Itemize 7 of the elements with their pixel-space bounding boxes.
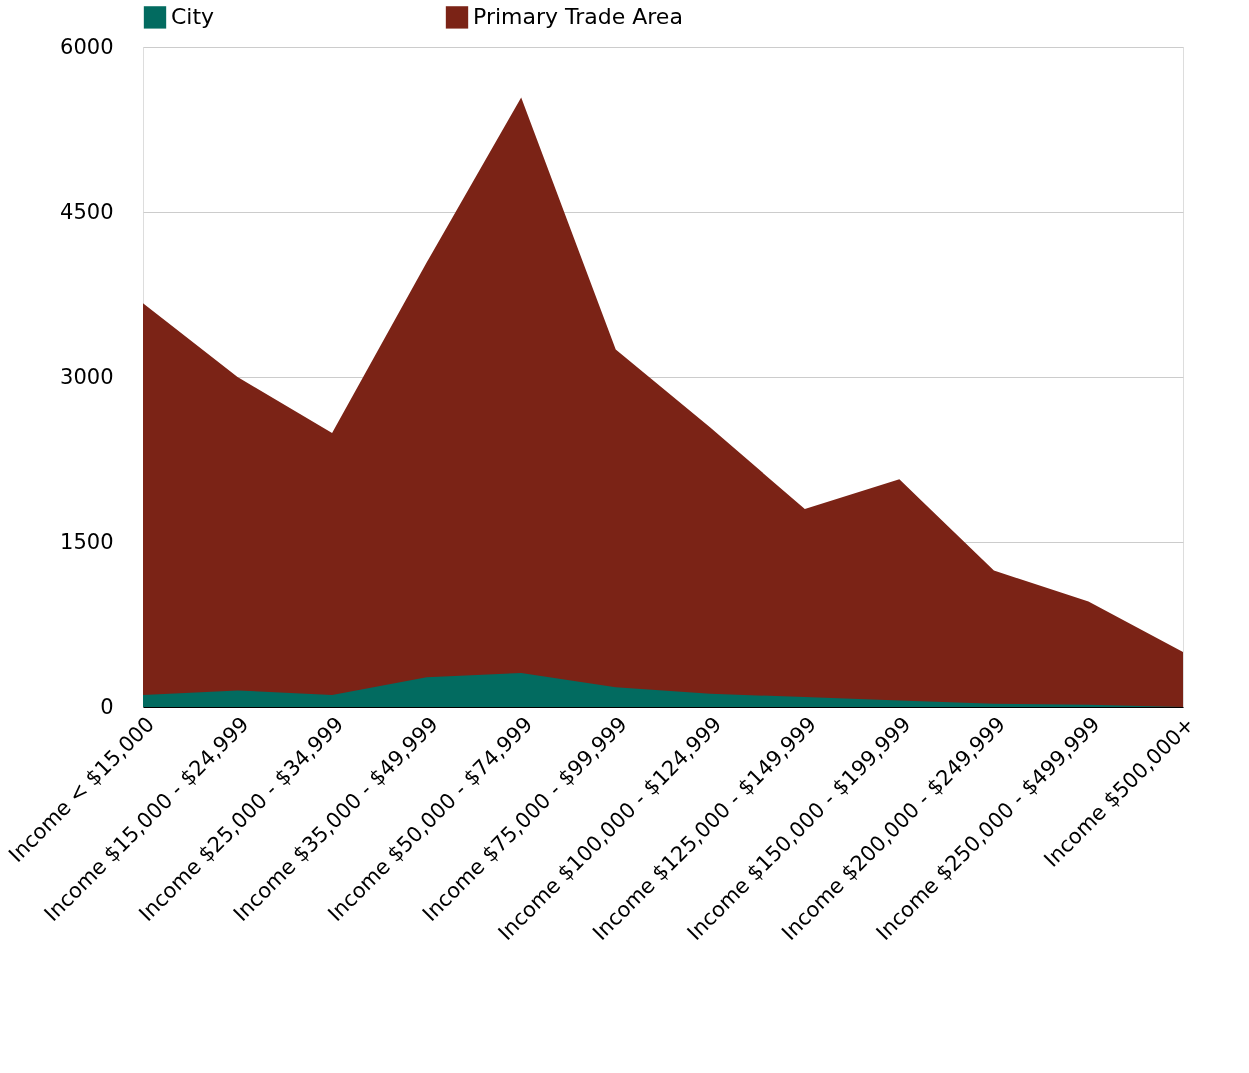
y-tick-label: 6000 bbox=[60, 34, 114, 59]
y-tick-label: 4500 bbox=[60, 199, 114, 224]
legend-label: City bbox=[171, 4, 215, 30]
y-tick-label: 0 bbox=[100, 694, 114, 719]
legend-label: Primary Trade Area bbox=[473, 4, 683, 30]
y-tick-label: 3000 bbox=[60, 364, 114, 389]
y-tick-label: 1500 bbox=[60, 529, 114, 554]
